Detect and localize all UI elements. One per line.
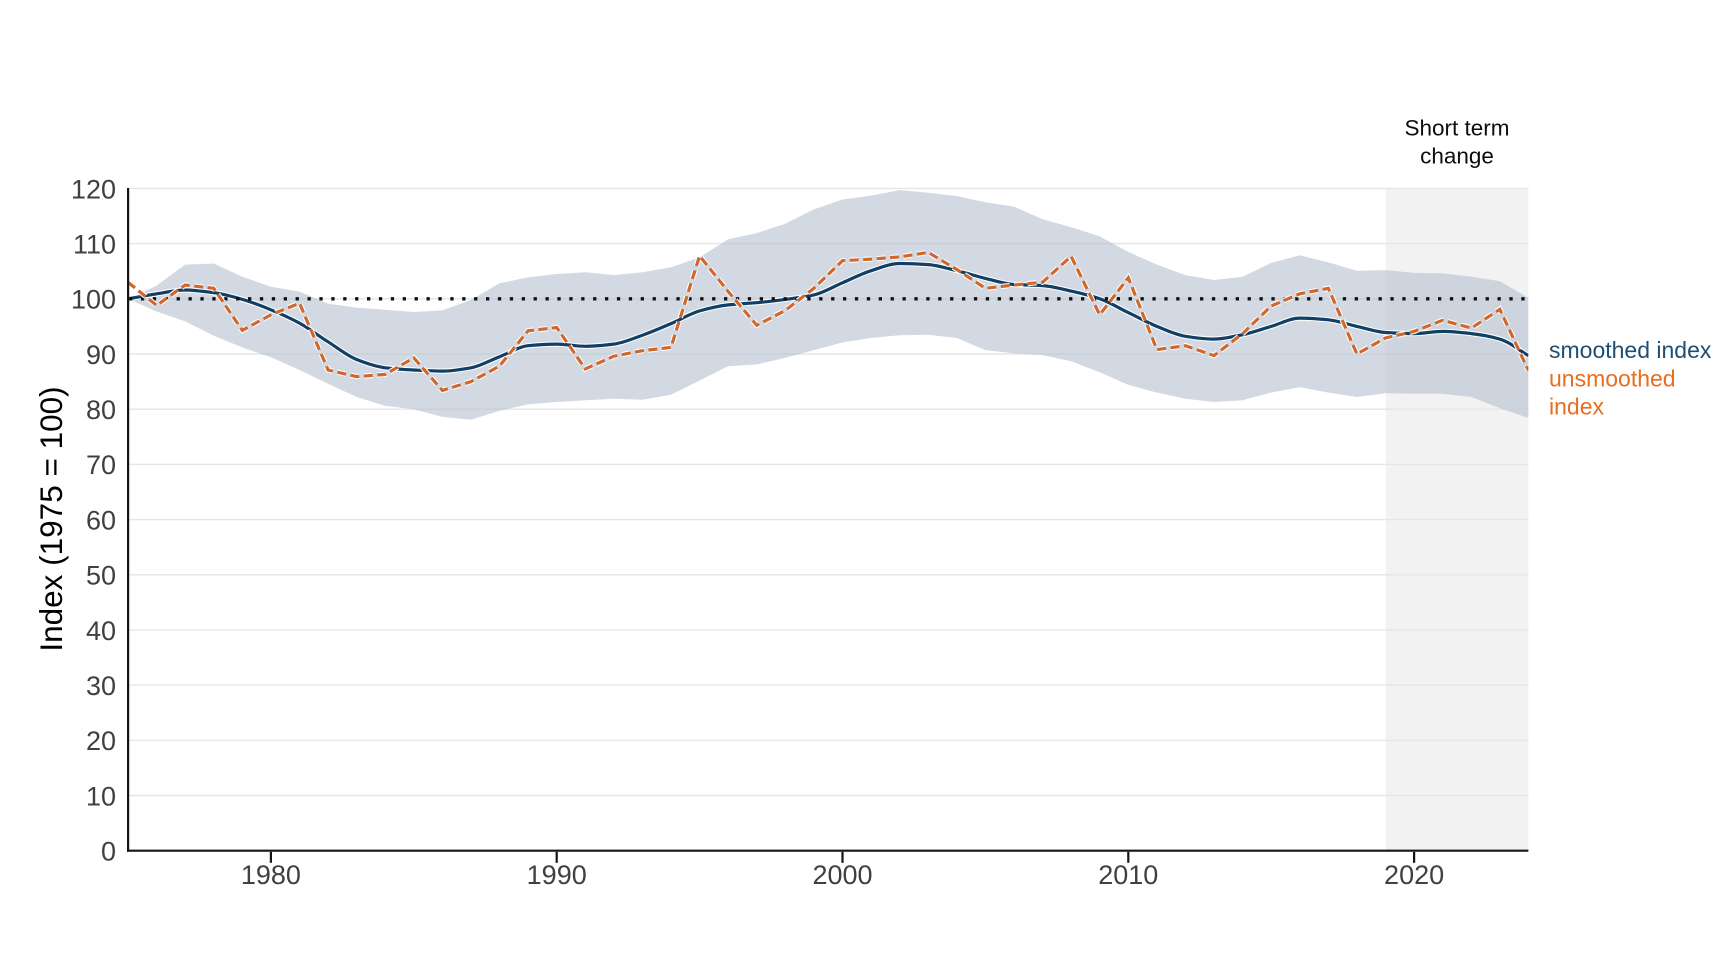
svg-text:Short term: Short term — [1404, 116, 1509, 141]
svg-text:30: 30 — [86, 671, 116, 701]
svg-text:1990: 1990 — [527, 860, 587, 890]
svg-text:2000: 2000 — [812, 860, 872, 890]
svg-text:80: 80 — [86, 395, 116, 425]
svg-text:index: index — [1549, 394, 1604, 420]
svg-text:1980: 1980 — [241, 860, 301, 890]
svg-text:0: 0 — [101, 837, 116, 867]
svg-text:60: 60 — [86, 505, 116, 535]
svg-text:100: 100 — [71, 285, 116, 315]
svg-text:20: 20 — [86, 726, 116, 756]
svg-text:change: change — [1420, 144, 1494, 169]
svg-text:2020: 2020 — [1384, 860, 1444, 890]
svg-text:10: 10 — [86, 781, 116, 811]
svg-text:70: 70 — [86, 450, 116, 480]
svg-text:50: 50 — [86, 561, 116, 591]
svg-text:120: 120 — [71, 174, 116, 204]
svg-text:smoothed index: smoothed index — [1549, 337, 1712, 363]
svg-text:2010: 2010 — [1098, 860, 1158, 890]
svg-text:90: 90 — [86, 340, 116, 370]
svg-text:110: 110 — [73, 230, 116, 260]
svg-text:Index (1975 = 100): Index (1975 = 100) — [33, 386, 69, 651]
svg-text:40: 40 — [86, 616, 116, 646]
svg-text:unsmoothed: unsmoothed — [1549, 366, 1676, 392]
